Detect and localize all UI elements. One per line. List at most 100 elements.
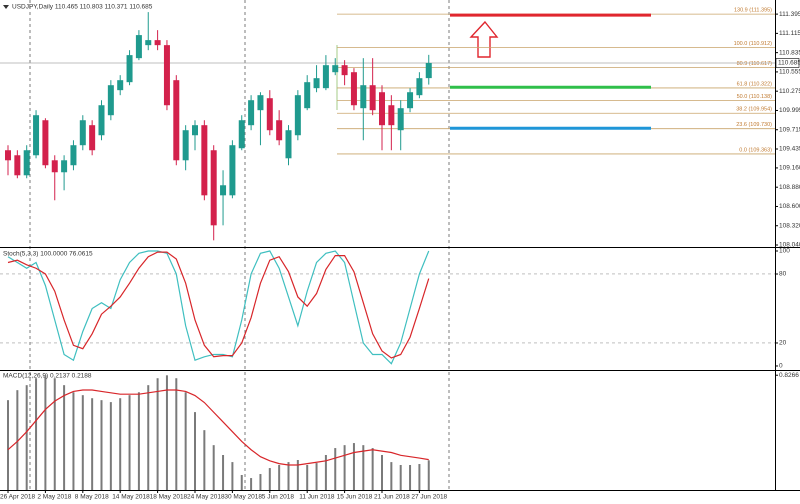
candle-body xyxy=(163,45,170,106)
fib-label: 80.9 (110.617) xyxy=(737,61,773,67)
macd-bar xyxy=(427,460,430,490)
candle-body xyxy=(70,145,77,166)
candle-body xyxy=(51,160,58,173)
y-tick-label: 110.555 xyxy=(779,69,800,76)
macd-bar xyxy=(296,460,299,490)
macd-bar xyxy=(268,468,271,490)
x-tick-label: 15 Jun 2018 xyxy=(337,494,373,501)
fib-label: 130.9 (111.395) xyxy=(734,8,772,14)
candle-body xyxy=(61,160,68,173)
macd-bar xyxy=(100,400,103,490)
macd-bar xyxy=(109,402,112,490)
macd-bar xyxy=(324,455,327,490)
macd-bar xyxy=(259,474,262,490)
candle-body xyxy=(154,40,161,46)
macd-bar xyxy=(240,475,243,490)
candle-body xyxy=(238,120,245,149)
y-tick-label: 111.395 xyxy=(779,11,800,18)
x-tick-label: 18 May 2018 xyxy=(150,494,188,501)
y-tick-label: 109.995 xyxy=(779,107,800,114)
macd-bar xyxy=(390,462,393,490)
macd-bar xyxy=(184,392,187,490)
stoch-line xyxy=(7,251,430,359)
macd-bar xyxy=(231,462,234,490)
x-tick-label: 24 May 2018 xyxy=(187,494,225,501)
candle-body xyxy=(117,80,124,91)
candle-body xyxy=(350,72,357,106)
menu-triangle xyxy=(3,5,9,9)
macd-bar xyxy=(306,465,309,490)
macd-bar xyxy=(175,378,178,490)
macd-bar xyxy=(156,378,159,490)
candle-body xyxy=(14,155,21,176)
candle-body xyxy=(192,125,198,136)
chart-title: USDJPY,Daily 110.465 110.803 110.371 110… xyxy=(12,4,153,11)
fib-label: 100.0 (110.912) xyxy=(734,41,773,47)
y-tick-label: 108.880 xyxy=(779,184,800,191)
fib-label: 23.6 (109.730) xyxy=(736,122,772,128)
macd-bar xyxy=(287,462,290,490)
y-tick-label: 0.8266 xyxy=(779,372,799,379)
candle-body xyxy=(5,150,11,161)
candle-body xyxy=(276,120,283,141)
up-arrow xyxy=(469,20,499,58)
candle-body xyxy=(173,80,180,161)
macd-bar xyxy=(16,390,19,490)
candle-body xyxy=(33,115,40,156)
macd-bar xyxy=(7,400,9,490)
candle-body xyxy=(407,92,414,109)
macd-bar xyxy=(63,385,66,490)
y-tick-label: 109.715 xyxy=(779,126,800,133)
x-tick-label: 11 Jun 2018 xyxy=(299,494,335,501)
y-tick-label: 109.160 xyxy=(779,165,800,172)
y-tick-label: 100 xyxy=(779,248,790,255)
candle-body xyxy=(107,85,114,116)
last-price-label: 110.685 xyxy=(778,60,800,67)
candle-body xyxy=(79,120,86,146)
candle-body xyxy=(341,65,348,76)
macd-bar xyxy=(137,392,140,490)
candle-body xyxy=(201,125,208,196)
candle-body xyxy=(322,65,329,89)
y-tick-label: 20 xyxy=(779,340,787,347)
macd-bar xyxy=(222,455,225,490)
x-tick-label: 2 May 2018 xyxy=(37,494,71,501)
x-tick-label: 14 May 2018 xyxy=(112,494,150,501)
fib-label: 38.2 (109.954) xyxy=(736,107,772,113)
last-price-box xyxy=(775,58,800,68)
candle-body xyxy=(220,185,227,196)
macd-bar xyxy=(91,398,94,490)
macd-bar xyxy=(250,478,253,490)
candle-body xyxy=(145,40,152,46)
macd-bar xyxy=(35,378,38,490)
macd-bar xyxy=(381,455,383,490)
candle-body xyxy=(388,105,395,126)
fib-label: 50.0 (110.138) xyxy=(737,94,773,100)
y-tick-label: 111.115 xyxy=(779,30,800,37)
candle-body xyxy=(182,130,189,161)
y-tick-label: 108.320 xyxy=(779,222,800,229)
macd-bar xyxy=(44,375,47,490)
macd-signal xyxy=(7,389,429,466)
macd-bar xyxy=(147,385,150,490)
macd-bar xyxy=(53,378,56,490)
candle-body xyxy=(210,150,217,226)
candle-body xyxy=(135,35,142,59)
macd-bar xyxy=(194,412,196,490)
candle-body xyxy=(126,55,133,83)
macd-bar xyxy=(362,445,365,490)
candle-body xyxy=(313,78,320,89)
y-tick-label: 108.600 xyxy=(779,203,800,210)
macd-title: MACD(12,26,9) 0.2137 0.2188 xyxy=(3,373,92,380)
candle-body xyxy=(285,130,292,159)
y-tick-label: 108.040 xyxy=(779,242,800,249)
macd-bar xyxy=(315,463,318,490)
candle-body xyxy=(23,150,30,176)
stoch-title: Stoch(5,3,3) 100.0000 76.0615 xyxy=(3,251,93,258)
y-tick-label: 110.835 xyxy=(779,49,800,56)
y-tick-label: 109.435 xyxy=(779,146,800,153)
candle-body xyxy=(248,100,255,126)
candle-body xyxy=(89,125,96,151)
macd-bar xyxy=(334,448,337,490)
